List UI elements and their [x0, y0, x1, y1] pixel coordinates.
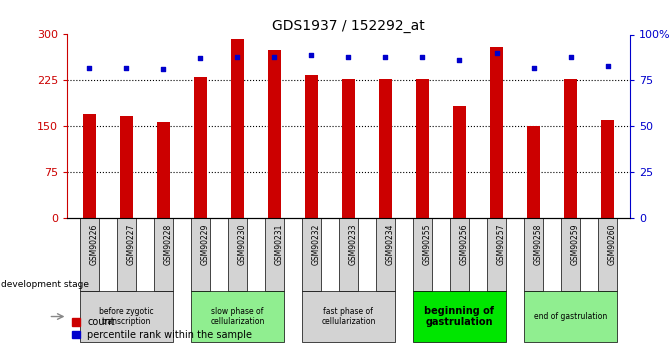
Bar: [450, 218, 469, 292]
Bar: [561, 218, 580, 292]
Point: [84, 65, 94, 70]
Bar: [82, 114, 96, 218]
Bar: [231, 39, 244, 218]
Text: fast phase of
cellularization: fast phase of cellularization: [321, 307, 376, 326]
Text: GSM90260: GSM90260: [608, 224, 616, 265]
Bar: [416, 79, 429, 218]
Text: GSM90233: GSM90233: [348, 224, 357, 265]
Bar: [453, 106, 466, 218]
Text: end of gastrulation: end of gastrulation: [534, 312, 607, 321]
Text: GSM90226: GSM90226: [89, 224, 98, 265]
Bar: [265, 218, 284, 292]
Title: GDS1937 / 152292_at: GDS1937 / 152292_at: [272, 19, 425, 33]
Bar: [157, 122, 170, 218]
Bar: [564, 79, 577, 218]
Text: development stage: development stage: [1, 280, 89, 289]
Point: [565, 54, 576, 59]
Text: GSM90256: GSM90256: [460, 224, 468, 265]
Bar: [379, 79, 392, 218]
Bar: [194, 77, 207, 218]
Bar: [305, 76, 318, 218]
Text: before zygotic
transcription: before zygotic transcription: [99, 307, 153, 326]
Bar: [490, 47, 503, 218]
Bar: [376, 218, 395, 292]
Bar: [598, 218, 617, 292]
Bar: [524, 218, 543, 292]
Bar: [120, 116, 133, 218]
Text: GSM90229: GSM90229: [200, 224, 209, 265]
Point: [158, 67, 169, 72]
Point: [306, 52, 317, 58]
Point: [454, 57, 465, 63]
Legend: count, percentile rank within the sample: count, percentile rank within the sample: [72, 317, 253, 340]
Text: GSM90230: GSM90230: [237, 224, 247, 265]
Bar: [154, 218, 173, 292]
Bar: [413, 218, 432, 292]
Bar: [80, 218, 98, 292]
Point: [121, 65, 131, 70]
Text: GSM90257: GSM90257: [496, 224, 505, 265]
Point: [380, 54, 391, 59]
Text: beginning of
gastrulation: beginning of gastrulation: [425, 306, 494, 327]
Bar: [191, 292, 284, 342]
Point: [417, 54, 428, 59]
Point: [602, 63, 613, 68]
Bar: [191, 218, 210, 292]
Bar: [302, 292, 395, 342]
Bar: [527, 126, 540, 218]
Bar: [268, 50, 281, 218]
Point: [195, 56, 206, 61]
Bar: [342, 79, 355, 218]
Point: [528, 65, 539, 70]
Text: GSM90258: GSM90258: [533, 224, 543, 265]
Bar: [228, 218, 247, 292]
Bar: [80, 292, 173, 342]
Bar: [524, 292, 617, 342]
Point: [491, 50, 502, 56]
Text: GSM90231: GSM90231: [274, 224, 283, 265]
Text: GSM90232: GSM90232: [312, 224, 320, 265]
Point: [269, 54, 279, 59]
Point: [343, 54, 354, 59]
Bar: [413, 292, 506, 342]
Text: slow phase of
cellularization: slow phase of cellularization: [210, 307, 265, 326]
Text: GSM90255: GSM90255: [423, 224, 431, 265]
Bar: [601, 120, 614, 218]
Text: GSM90228: GSM90228: [163, 224, 172, 265]
Bar: [117, 218, 136, 292]
Bar: [487, 218, 506, 292]
Text: GSM90259: GSM90259: [571, 224, 580, 265]
Point: [232, 54, 243, 59]
Bar: [302, 218, 321, 292]
Text: GSM90227: GSM90227: [126, 224, 135, 265]
Text: GSM90234: GSM90234: [385, 224, 395, 265]
Bar: [339, 218, 358, 292]
